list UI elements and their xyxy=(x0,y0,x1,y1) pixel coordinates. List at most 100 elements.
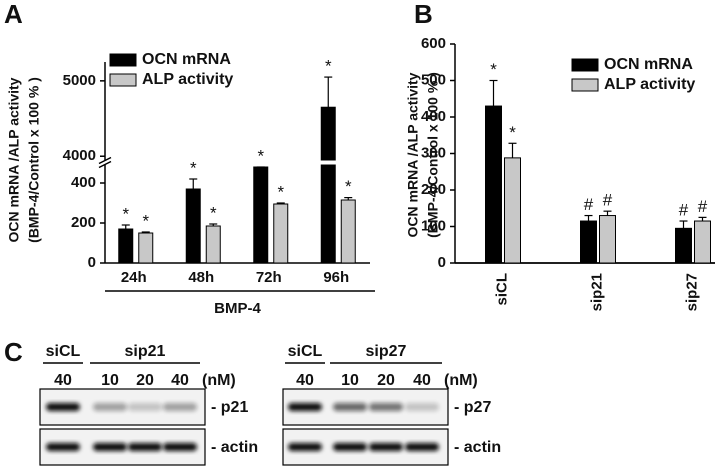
lane-label: 40 xyxy=(296,372,314,389)
significance-marker: * xyxy=(210,203,217,222)
bar xyxy=(320,164,336,264)
bar xyxy=(138,232,154,264)
blot-band xyxy=(333,443,367,451)
blot-band xyxy=(369,443,403,451)
lane-label: 10 xyxy=(101,372,119,389)
y-tick-label: 5000 xyxy=(63,72,96,89)
significance-marker: * xyxy=(325,57,332,76)
bar xyxy=(118,228,134,264)
x-tick-label: sip21 xyxy=(588,273,605,311)
lane-label: 20 xyxy=(377,372,395,389)
y-tick-label: 0 xyxy=(88,254,96,271)
x-tick-label: 24h xyxy=(121,269,147,286)
significance-marker: # xyxy=(584,195,594,214)
blot-band xyxy=(46,403,80,411)
bar xyxy=(320,106,336,161)
unit-label: (nM) xyxy=(202,372,236,389)
significance-marker: * xyxy=(277,182,284,201)
legend-label: ALP activity xyxy=(142,71,233,88)
lane-group-label: sip27 xyxy=(366,343,407,360)
band-label: - actin xyxy=(211,439,258,456)
lane-group-label: sip21 xyxy=(125,343,166,360)
blot-band xyxy=(46,443,80,451)
legend-swatch xyxy=(571,78,599,92)
lane-label: 40 xyxy=(54,372,72,389)
bar xyxy=(340,199,356,264)
panel-label: C xyxy=(4,337,23,367)
significance-marker: * xyxy=(142,211,149,230)
legend-label: ALP activity xyxy=(604,76,695,93)
bar xyxy=(273,203,289,264)
bar xyxy=(675,227,692,264)
significance-marker: * xyxy=(122,204,129,223)
significance-marker: # xyxy=(679,201,689,220)
y-axis-label: OCN mRNA /ALP activity xyxy=(405,72,421,237)
legend-swatch xyxy=(109,53,137,67)
bar xyxy=(205,225,221,264)
bar xyxy=(253,166,269,264)
significance-marker: # xyxy=(603,191,613,210)
panel-label: A xyxy=(4,0,23,29)
y-tick-label: 100 xyxy=(421,217,446,234)
significance-marker: * xyxy=(509,123,516,142)
lane-label: 40 xyxy=(171,372,189,389)
y-tick-label: 4000 xyxy=(63,147,96,164)
x-axis-label: BMP-4 xyxy=(214,300,261,317)
y-tick-label: 0 xyxy=(438,254,446,271)
legend-swatch xyxy=(571,58,599,72)
significance-marker: * xyxy=(257,146,264,165)
blot-band xyxy=(405,403,439,411)
bar xyxy=(580,220,597,264)
bar xyxy=(504,157,521,264)
y-tick-label: 300 xyxy=(421,144,446,161)
significance-marker: # xyxy=(698,197,708,216)
blot-band xyxy=(333,403,367,411)
lane-label: 10 xyxy=(341,372,359,389)
x-tick-label: siCL xyxy=(493,273,510,306)
bar xyxy=(185,188,201,264)
blot-band xyxy=(405,443,439,451)
band-label: - actin xyxy=(454,439,501,456)
blot-band xyxy=(93,403,127,411)
lane-label: 40 xyxy=(413,372,431,389)
axis-break xyxy=(98,156,112,165)
blot-band xyxy=(128,443,162,451)
band-label: - p27 xyxy=(454,399,491,416)
significance-marker: * xyxy=(190,158,197,177)
y-tick-label: 500 xyxy=(421,71,446,88)
bar xyxy=(599,215,616,264)
axis-break xyxy=(98,160,112,169)
y-tick-label: 600 xyxy=(421,35,446,52)
band-label: - p21 xyxy=(211,399,248,416)
significance-marker: * xyxy=(490,60,497,79)
bar xyxy=(485,105,502,264)
blot-band xyxy=(288,443,322,451)
legend-swatch xyxy=(109,73,137,87)
x-tick-label: sip27 xyxy=(683,273,700,311)
panel-label: B xyxy=(414,0,433,29)
legend-label: OCN mRNA xyxy=(604,56,693,73)
y-axis-label: (BMP-4/Control x 100 % ) xyxy=(425,72,441,238)
y-axis-label: (BMP-4/Control x 100 % ) xyxy=(26,77,42,243)
legend-label: OCN mRNA xyxy=(142,51,231,68)
blot-band xyxy=(93,443,127,451)
y-axis-label: OCN mRNA /ALP activity xyxy=(6,77,22,242)
lane-group-label: siCL xyxy=(46,343,81,360)
unit-label: (nM) xyxy=(444,372,478,389)
x-tick-label: 96h xyxy=(323,269,349,286)
y-tick-label: 200 xyxy=(71,214,96,231)
blot-band xyxy=(163,403,197,411)
lane-label: 20 xyxy=(136,372,154,389)
blot-band xyxy=(369,403,403,411)
blot-band xyxy=(128,403,162,411)
lane-group-label: siCL xyxy=(288,343,323,360)
x-tick-label: 48h xyxy=(188,269,214,286)
x-tick-label: 72h xyxy=(256,269,282,286)
bar xyxy=(694,220,711,264)
y-tick-label: 200 xyxy=(421,181,446,198)
blot-band xyxy=(163,443,197,451)
significance-marker: * xyxy=(345,177,352,196)
y-tick-label: 400 xyxy=(421,108,446,125)
y-tick-label: 400 xyxy=(71,174,96,191)
